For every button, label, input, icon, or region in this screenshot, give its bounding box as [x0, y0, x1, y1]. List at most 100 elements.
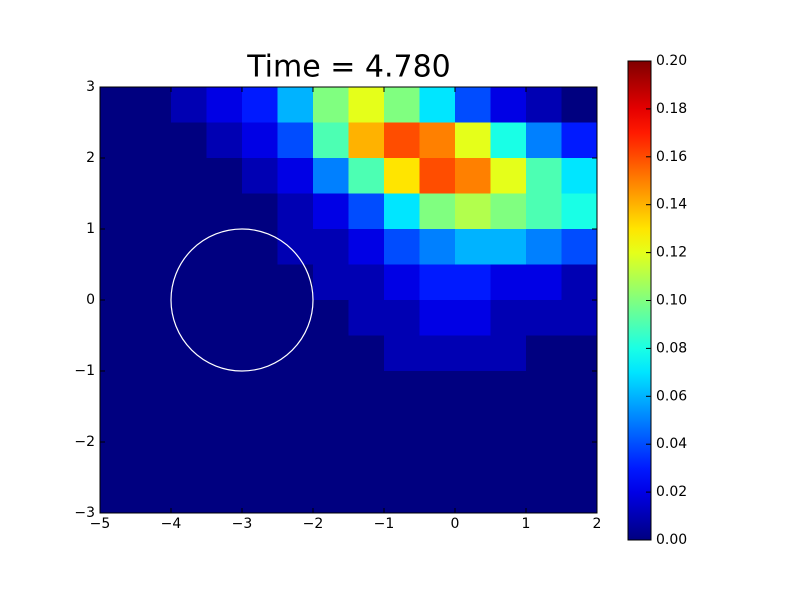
x-tick-label: 0 [451, 516, 460, 532]
heat-cell [419, 264, 456, 301]
heat-cell [419, 371, 456, 407]
heat-cell [455, 87, 491, 123]
heat-cell [455, 229, 491, 265]
heat-cell [490, 335, 527, 372]
heat-cell [242, 229, 278, 265]
heat-cell [313, 442, 349, 478]
heat-cell [206, 371, 243, 407]
heat-cell [313, 300, 349, 336]
heat-cell [206, 158, 243, 194]
heat-cell [206, 87, 243, 123]
heat-cell [490, 122, 527, 159]
heat-cell [171, 122, 207, 159]
heat-cell [135, 229, 172, 265]
heat-cell [348, 158, 385, 194]
heat-cell [100, 158, 136, 194]
heat-cell [419, 406, 456, 443]
heat-cell [242, 300, 278, 336]
colorbar-tick-label: 0.14 [656, 197, 687, 213]
heat-cell [348, 442, 385, 478]
heat-cell [384, 158, 420, 194]
heat-cell [526, 300, 562, 336]
heat-cell [419, 300, 456, 336]
heat-cell [242, 158, 278, 194]
heat-cell [206, 264, 243, 301]
heat-cell [277, 87, 314, 123]
heat-cell [277, 335, 314, 372]
y-tick-label: 1 [86, 221, 95, 237]
colorbar-tick-label: 0.00 [656, 532, 687, 548]
heat-cell [313, 87, 349, 123]
heat-cell [490, 158, 527, 194]
y-tick-label: 0 [86, 292, 95, 308]
heat-cell [455, 335, 491, 372]
heat-cell [419, 158, 456, 194]
heat-cell [561, 371, 598, 407]
colorbar-tick-label: 0.06 [656, 388, 687, 404]
heat-cell [455, 477, 491, 514]
heat-cell [135, 335, 172, 372]
heat-cell [135, 371, 172, 407]
heat-cell [277, 300, 314, 336]
heat-cell [206, 122, 243, 159]
heat-cell [277, 158, 314, 194]
heat-cell [561, 442, 598, 478]
heat-cell [100, 406, 136, 443]
heat-cell [100, 477, 136, 514]
heat-cell [100, 229, 136, 265]
heat-cell [419, 229, 456, 265]
heat-cell [242, 371, 278, 407]
heat-cell [242, 477, 278, 514]
heat-cell [348, 335, 385, 372]
heat-cell [277, 229, 314, 265]
heat-cell [313, 229, 349, 265]
heat-cell [171, 87, 207, 123]
heat-cell [206, 442, 243, 478]
heat-cell [206, 406, 243, 443]
heat-cell [526, 477, 562, 514]
heat-cell [171, 193, 207, 230]
colorbar-tick-label: 0.18 [656, 101, 687, 117]
heat-cell [419, 335, 456, 372]
colorbar-tick-label: 0.02 [656, 484, 687, 500]
heat-cell [242, 122, 278, 159]
heat-cell [242, 193, 278, 230]
heat-cell [171, 371, 207, 407]
x-tick-label: 1 [522, 516, 531, 532]
heat-cell [135, 264, 172, 301]
heat-cell [348, 87, 385, 123]
heat-cell [419, 193, 456, 230]
heat-cell [419, 122, 456, 159]
heat-cell [384, 371, 420, 407]
heat-cell [313, 158, 349, 194]
heat-cell [455, 122, 491, 159]
heat-cell [561, 193, 598, 230]
heat-cell [490, 229, 527, 265]
heat-cell [348, 193, 385, 230]
heat-cell [206, 300, 243, 336]
heat-cell [348, 122, 385, 159]
colorbar-tick-label: 0.12 [656, 245, 687, 261]
heat-cell [526, 122, 562, 159]
heat-cell [384, 264, 420, 301]
heat-cell [242, 264, 278, 301]
heat-cell [490, 371, 527, 407]
y-tick-label: 2 [86, 150, 95, 166]
heat-cell [171, 158, 207, 194]
heat-cell [242, 335, 278, 372]
heat-cell [171, 406, 207, 443]
heat-cell [135, 193, 172, 230]
heat-cell [561, 300, 598, 336]
y-tick-label: −2 [74, 434, 95, 450]
y-tick-label: −1 [74, 363, 95, 379]
heat-cell [384, 300, 420, 336]
heat-cell [526, 335, 562, 372]
heat-cell [384, 193, 420, 230]
heat-cell [384, 335, 420, 372]
heat-cell [135, 300, 172, 336]
heat-cell [313, 371, 349, 407]
heat-cell [313, 406, 349, 443]
heat-cell [526, 371, 562, 407]
heat-cell [277, 406, 314, 443]
